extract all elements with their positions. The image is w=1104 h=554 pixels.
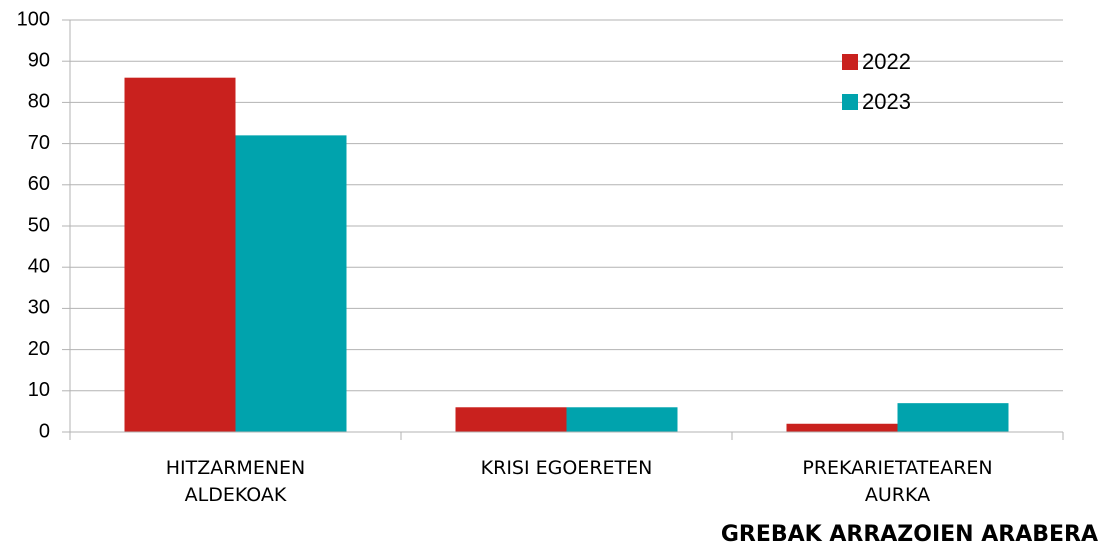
legend-swatch [842, 94, 858, 110]
bar [897, 403, 1009, 432]
y-tick-label: 100 [17, 8, 50, 30]
x-tick-label: HITZARMENEN ALDEKOAK [165, 457, 306, 506]
y-tick-label: 80 [28, 91, 50, 113]
x-tick-label: PREKARIETATEAREN AURKA [802, 457, 993, 506]
bar [124, 77, 236, 433]
y-tick-label: 30 [28, 297, 50, 319]
y-tick-label: 90 [28, 49, 50, 71]
y-tick-label: 60 [28, 173, 50, 195]
bar [786, 423, 898, 432]
bar [235, 135, 347, 433]
bar [455, 407, 567, 432]
legend-label: 2022 [862, 49, 911, 74]
legend-label: 2023 [862, 89, 911, 114]
x-tick-label: KRISI EGOERETEN [480, 457, 653, 479]
legend-swatch [842, 54, 858, 70]
y-tick-label: 10 [28, 379, 50, 401]
bar [566, 407, 678, 432]
y-tick-label: 40 [28, 255, 50, 277]
y-tick-label: 20 [28, 338, 50, 360]
chart-title: GREBAK ARRAZOIEN ARABERA [720, 522, 1098, 547]
y-tick-label: 70 [28, 132, 50, 154]
y-tick-label: 0 [39, 420, 50, 442]
y-tick-label: 50 [28, 214, 50, 236]
